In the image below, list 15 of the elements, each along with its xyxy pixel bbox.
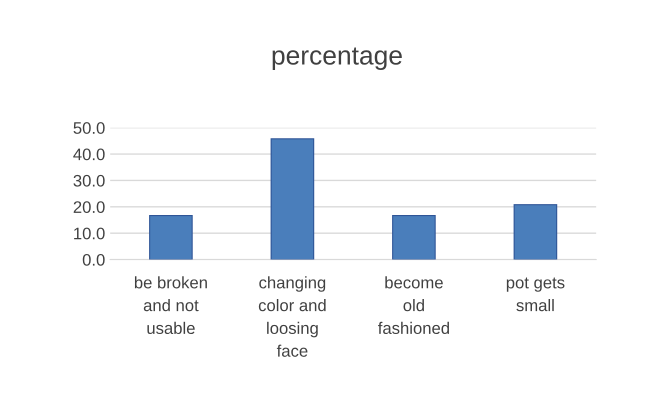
- y-tick-label: 10.0: [74, 228, 105, 240]
- y-tick-label: 50.0: [74, 122, 105, 134]
- y-tick-label: 30.0: [74, 174, 105, 187]
- x-tick-label: pot gets small: [506, 278, 564, 312]
- chart-title: percentage: [272, 47, 402, 70]
- x-tick-label: be broken and not usable: [134, 276, 207, 334]
- x-tick-label: become old fashioned: [378, 276, 449, 334]
- bar: [270, 138, 314, 260]
- y-tick-label: 40.0: [73, 148, 105, 160]
- y-tick-label: 20.0: [74, 201, 105, 214]
- bar: [149, 214, 193, 260]
- y-tick-label: 0.0: [82, 254, 105, 266]
- bar: [392, 214, 436, 260]
- bar: [514, 204, 558, 260]
- x-tick-label: changing color and loosing face: [258, 276, 326, 357]
